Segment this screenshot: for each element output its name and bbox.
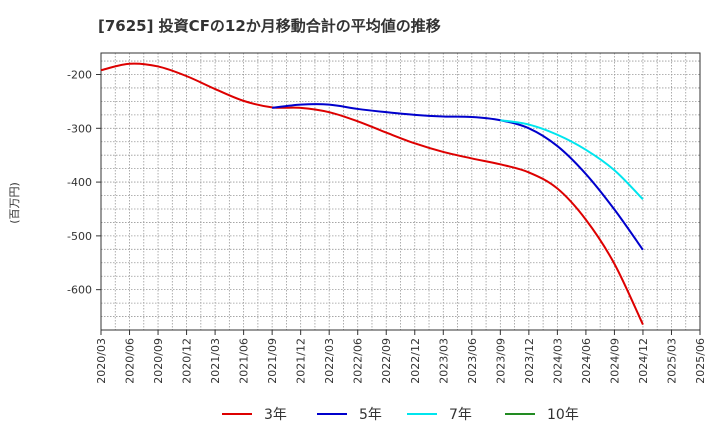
x-tick-label: 2020/12 xyxy=(181,338,194,384)
chart-title: [7625] 投資CFの12か月移動合計の平均値の推移 xyxy=(98,17,441,35)
x-tick-label: 2022/06 xyxy=(352,338,365,384)
x-tick-label: 2023/09 xyxy=(494,338,507,384)
x-tick-label: 2022/12 xyxy=(409,338,422,384)
x-tick-label: 2020/06 xyxy=(124,338,137,384)
x-tick-label: 2023/06 xyxy=(466,338,479,384)
x-tick-label: 2024/03 xyxy=(551,338,564,384)
legend-label-3年: 3年 xyxy=(264,407,287,423)
x-axis: 2020/03 2020/06 2020/09 2020/12 2021/03 2021/… xyxy=(95,330,707,384)
y-tick-label: -200 xyxy=(67,69,92,82)
x-tick-label: 2020/09 xyxy=(152,338,165,384)
y-axis: -200 -300 -400 -500 -600 xyxy=(67,69,101,297)
x-tick-label: 2021/03 xyxy=(209,338,222,384)
x-tick-label: 2025/03 xyxy=(665,338,678,384)
x-tick-label: 2023/03 xyxy=(437,338,450,384)
x-tick-label: 2022/09 xyxy=(380,338,393,384)
x-tick-label: 2020/03 xyxy=(95,338,108,384)
x-tick-label: 2021/12 xyxy=(295,338,308,384)
y-tick-label: -600 xyxy=(67,284,92,297)
grid-lines xyxy=(100,53,701,330)
x-tick-label: 2023/12 xyxy=(523,338,536,384)
x-tick-label: 2021/06 xyxy=(238,338,251,384)
y-tick-label: -300 xyxy=(67,122,92,135)
x-tick-label: 2022/03 xyxy=(323,338,336,384)
series-line-5年 xyxy=(272,103,644,251)
y-axis-label: (百万円) xyxy=(8,182,21,224)
x-tick-label: 2024/09 xyxy=(608,338,621,384)
legend: 3年 5年 7年 10年 xyxy=(222,407,579,423)
plot-area xyxy=(100,52,701,331)
x-tick-label: 2025/06 xyxy=(694,338,707,384)
y-tick-label: -400 xyxy=(67,176,92,189)
legend-label-5年: 5年 xyxy=(359,407,382,423)
series-line-7年 xyxy=(500,119,644,201)
y-tick-label: -500 xyxy=(67,230,92,243)
x-tick-label: 2021/09 xyxy=(266,338,279,384)
x-tick-label: 2024/12 xyxy=(637,338,650,384)
legend-label-10年: 10年 xyxy=(547,407,579,423)
x-tick-label: 2024/06 xyxy=(580,338,593,384)
series-line-3年 xyxy=(100,62,644,326)
legend-label-7年: 7年 xyxy=(449,407,472,423)
series-lines xyxy=(100,62,644,326)
